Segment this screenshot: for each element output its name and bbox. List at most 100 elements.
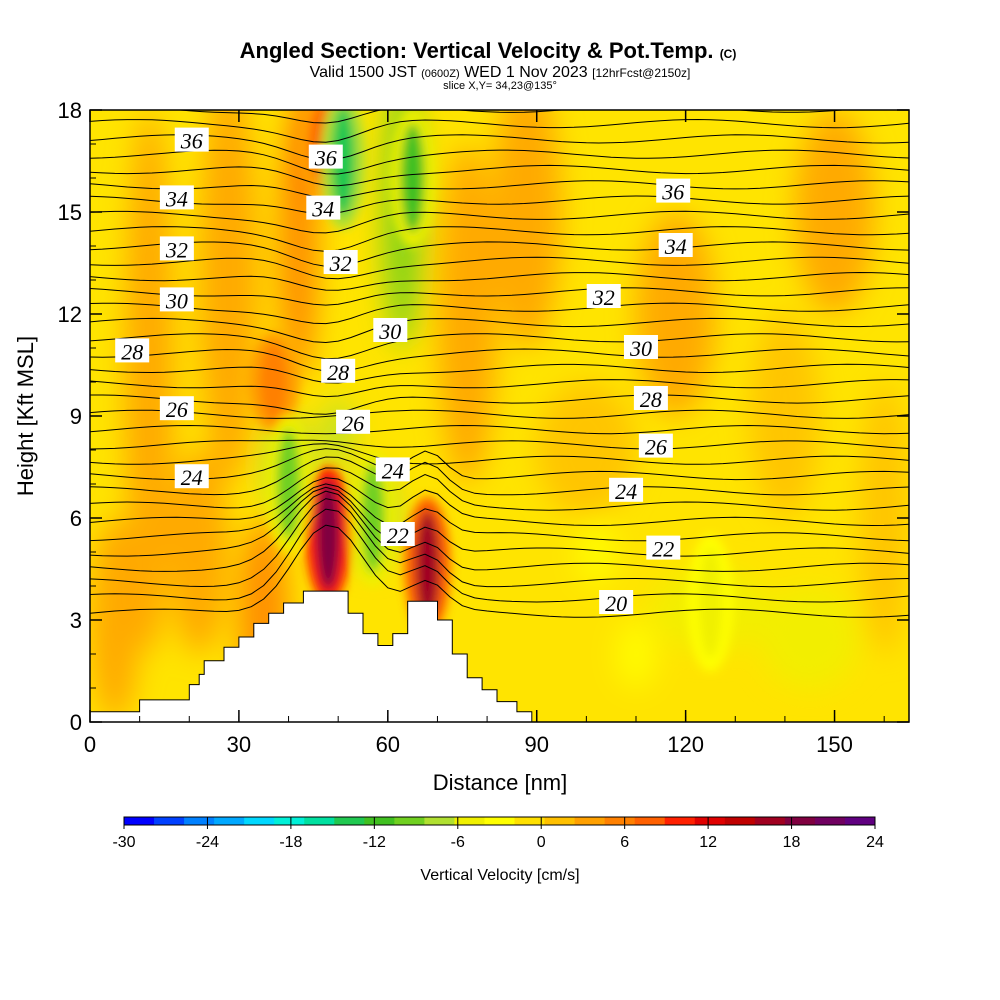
contour-label: 32	[586, 284, 621, 310]
y-tick-label: 0	[70, 710, 82, 735]
contour-label-text: 32	[329, 251, 352, 276]
contour-label: 24	[375, 457, 410, 483]
velocity-blob	[199, 110, 259, 484]
contour-label: 20	[599, 590, 634, 616]
contour-label-text: 30	[629, 336, 652, 361]
colorbar: -30 -24 -18 -12 -6 0 6 12 18 24	[112, 816, 884, 851]
updraft-core	[316, 480, 341, 590]
contour-labels: 36 34 32 30 28 26 24 36 34 32 28 30 26 24 22 36 34 32 30 28…	[115, 127, 693, 616]
title-suffix: (C)	[720, 47, 737, 61]
y-tick-label: 9	[70, 404, 82, 429]
colorbar-swatch	[604, 817, 636, 825]
contour-label-text: 26	[166, 397, 188, 422]
contour-label-text: 28	[121, 339, 143, 364]
x-axis: 0 30 60 90 120 150	[84, 110, 885, 757]
x-tick-label: 30	[227, 732, 251, 757]
y-tick-label: 6	[70, 506, 82, 531]
x-tick-label: 150	[816, 732, 853, 757]
contour-label: 32	[159, 236, 194, 262]
isentrope-line	[90, 241, 909, 267]
plot-area: 36 34 32 30 28 26 24 36 34 32 28 30 26 24 22 36 34 32 30 28…	[90, 110, 909, 722]
colorbar-swatch	[754, 817, 786, 825]
isentrope-line	[90, 448, 909, 481]
colorbar-swatch	[664, 817, 696, 825]
velocity-cores	[247, 110, 734, 672]
contour-label: 24	[174, 464, 209, 490]
velocity-blob	[859, 382, 909, 654]
contour-label: 24	[609, 477, 644, 504]
contour-label: 22	[380, 522, 415, 548]
colorbar-swatch	[634, 817, 666, 825]
terrain-profile	[90, 590, 909, 722]
velocity-blob	[90, 518, 140, 722]
subtitle-valid: Valid 1500 JST	[310, 64, 418, 81]
isentrope-line	[90, 498, 909, 588]
isentrope-line	[90, 394, 909, 415]
colorbar-tick-label: -24	[196, 834, 219, 851]
colorbar-label: Vertical Velocity [cm/s]	[420, 867, 579, 884]
isentrope-line	[173, 110, 849, 124]
velocity-blob	[636, 212, 716, 416]
contour-label: 30	[623, 335, 658, 361]
contour-label: 34	[159, 185, 194, 211]
velocity-blob	[750, 314, 820, 518]
updraft-core	[415, 510, 440, 621]
isentrope-line	[90, 409, 909, 419]
colorbar-swatch	[214, 817, 245, 825]
colorbar-tick-label: -12	[363, 834, 386, 851]
colorbar-tick-label: 6	[620, 834, 629, 851]
y-axis-label: Height [Kft MSL]	[13, 336, 38, 496]
contour-label-text: 34	[664, 234, 687, 259]
contour-label-text: 32	[592, 285, 615, 310]
contour-label-text: 36	[314, 146, 337, 171]
isentrope-line	[90, 524, 909, 618]
contour-label: 28	[633, 386, 668, 412]
contour-label-text: 28	[640, 387, 662, 412]
isentrope-line	[90, 180, 909, 199]
updraft-core	[259, 342, 288, 422]
colorbar-swatch	[124, 817, 155, 825]
downdraft-core	[331, 110, 356, 216]
contour-label: 28	[321, 358, 356, 385]
isentrope-line	[90, 118, 909, 143]
isentrope-line	[90, 149, 909, 175]
colorbar-tick-label: -18	[279, 834, 302, 851]
colorbar-swatch	[484, 817, 516, 825]
contour-label: 34	[306, 195, 341, 222]
isentrope-line	[90, 424, 909, 435]
colorbar-swatch	[544, 817, 576, 825]
colorbar-swatch	[184, 817, 215, 825]
contour-label-text: 34	[311, 197, 334, 222]
velocity-blob	[492, 110, 562, 348]
x-tick-label: 60	[376, 732, 400, 757]
contour-label-text: 22	[387, 523, 409, 548]
colorbar-swatch	[784, 817, 816, 825]
subtitle-zulu: (0600Z)	[421, 68, 460, 80]
contour-label: 26	[336, 409, 371, 436]
velocity-blob	[169, 450, 229, 654]
isentrope-line	[90, 486, 909, 557]
isentrope-lines	[90, 110, 909, 618]
isentrope-line	[90, 348, 909, 373]
isentrope-line	[90, 477, 909, 527]
contour-label-text: 26	[342, 411, 364, 436]
chart-subtitle: Valid 1500 JST (0600Z) WED 1 Nov 2023 [1…	[310, 64, 691, 81]
subtitle-forecast: [12hrFcst@2150z]	[592, 66, 690, 80]
isentrope-line	[90, 195, 909, 215]
colorbar-swatch	[844, 817, 876, 825]
x-axis-label: Distance [nm]	[433, 770, 568, 795]
isentrope-line	[90, 508, 909, 603]
colorbar-swatch	[694, 817, 726, 825]
isentrope-line	[90, 483, 909, 542]
isentrope-line	[90, 271, 909, 291]
colorbar-swatch	[514, 817, 546, 825]
y-tick-label: 18	[58, 98, 82, 123]
colorbar-swatch	[274, 817, 305, 825]
isentrope-line	[90, 439, 909, 450]
velocity-blob	[794, 110, 875, 314]
colorbar-tick-label: -6	[451, 834, 465, 851]
colorbar-swatch	[334, 817, 365, 825]
colorbar-tick-label: 12	[699, 834, 717, 851]
contour-label-text: 32	[165, 237, 188, 262]
